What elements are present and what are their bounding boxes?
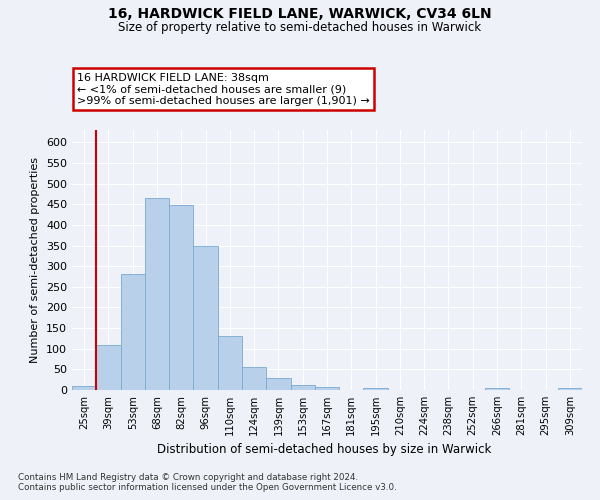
Bar: [558, 388, 582, 390]
Bar: [364, 388, 388, 390]
Y-axis label: Number of semi-detached properties: Number of semi-detached properties: [31, 157, 40, 363]
Bar: [218, 336, 242, 390]
Bar: [96, 344, 121, 390]
Text: Size of property relative to semi-detached houses in Warwick: Size of property relative to semi-detach…: [118, 21, 482, 34]
Bar: [121, 274, 145, 390]
Text: Contains public sector information licensed under the Open Government Licence v3: Contains public sector information licen…: [18, 484, 397, 492]
Bar: [169, 205, 193, 390]
Text: Contains HM Land Registry data © Crown copyright and database right 2024.: Contains HM Land Registry data © Crown c…: [18, 472, 358, 482]
Bar: [242, 368, 266, 390]
Bar: [193, 246, 218, 390]
Bar: [290, 384, 315, 390]
Bar: [315, 386, 339, 390]
Bar: [72, 386, 96, 390]
Text: Distribution of semi-detached houses by size in Warwick: Distribution of semi-detached houses by …: [157, 442, 491, 456]
Bar: [145, 198, 169, 390]
Bar: [266, 378, 290, 390]
Text: 16 HARDWICK FIELD LANE: 38sqm
← <1% of semi-detached houses are smaller (9)
>99%: 16 HARDWICK FIELD LANE: 38sqm ← <1% of s…: [77, 73, 370, 106]
Text: 16, HARDWICK FIELD LANE, WARWICK, CV34 6LN: 16, HARDWICK FIELD LANE, WARWICK, CV34 6…: [108, 8, 492, 22]
Bar: [485, 388, 509, 390]
